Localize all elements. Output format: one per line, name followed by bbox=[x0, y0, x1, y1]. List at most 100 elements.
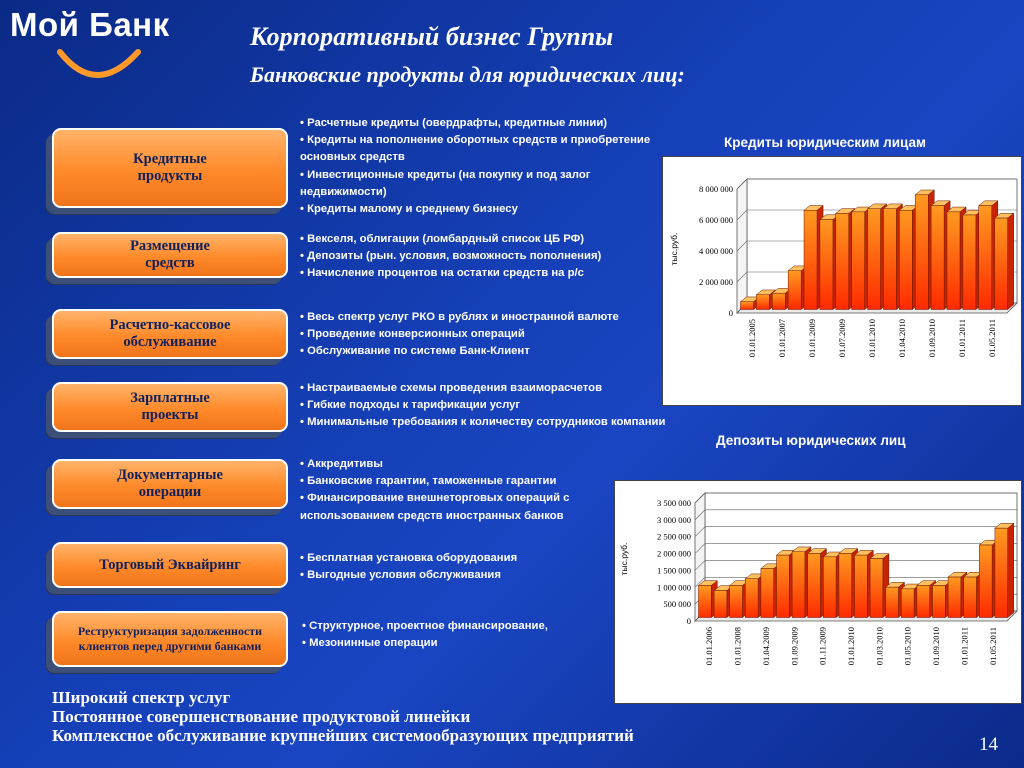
x-tick-label: 01.09.2010 bbox=[927, 319, 937, 357]
product-label: Реструктуризация задолженности клиентов … bbox=[77, 624, 263, 653]
bar-front bbox=[978, 205, 993, 310]
bar-front bbox=[823, 556, 837, 618]
chart-title-credits: Кредиты юридическим лицам bbox=[724, 135, 926, 150]
bar-front bbox=[869, 558, 884, 618]
product-label: Кредитные продукты bbox=[133, 151, 207, 184]
bullet-item: • Проведение конверсионных операций bbox=[300, 328, 525, 341]
bar-front bbox=[838, 553, 852, 618]
credit-bullets: • Расчетные кредиты (овердрафты, кредитн… bbox=[300, 115, 700, 218]
page-title: Корпоративный бизнес Группы bbox=[250, 22, 614, 51]
page-subtitle: Банковские продукты для юридических лиц: bbox=[250, 62, 685, 87]
y-tick-label: 8 000 000 bbox=[699, 184, 733, 194]
footer-line: Широкий спектр услуг bbox=[52, 688, 231, 707]
x-tick-label: 01.01.2010 bbox=[867, 319, 877, 357]
y-tick-label: 2 000 000 bbox=[699, 277, 733, 287]
y-tick-label: 0 bbox=[687, 616, 691, 626]
product-label: Расчетно-кассовое обслуживание bbox=[109, 317, 231, 350]
gridline bbox=[736, 178, 1017, 190]
x-tick-label: 01.01.2008 bbox=[733, 627, 743, 665]
bar-front bbox=[994, 217, 1008, 310]
x-tick-label: 01.07.2009 bbox=[837, 319, 847, 357]
page-number: 14 bbox=[979, 734, 998, 755]
bar bbox=[728, 580, 750, 619]
bullet-item: • Депозиты (рын. условия, возможность по… bbox=[300, 250, 602, 263]
gridline bbox=[694, 492, 1017, 504]
salary-bullets: • Настраиваемые схемы проведения взаимор… bbox=[300, 380, 700, 432]
smile-arc-icon bbox=[57, 49, 141, 78]
x-tick-label: 01.01.2010 bbox=[846, 627, 856, 665]
bullet-item: • Структурное, проектное финансирование, bbox=[302, 620, 548, 632]
bullet-item: • Гибкие подходы к тарификации услуг bbox=[300, 399, 521, 412]
bar-front bbox=[901, 588, 915, 618]
bullet-item: • Аккредитивы bbox=[300, 458, 383, 470]
bullet-item: • Настраиваемые схемы проведения взаимор… bbox=[300, 382, 603, 394]
y-tick-label: 3 000 000 bbox=[657, 515, 691, 525]
bullet-item: • Расчетные кредиты (овердрафты, кредитн… bbox=[300, 117, 608, 129]
bullet-item: • Выгодные условия обслуживания bbox=[300, 569, 501, 582]
gridline bbox=[694, 560, 1017, 571]
product-restructuring-button[interactable]: Реструктуризация задолженности клиентов … bbox=[52, 611, 288, 667]
bar-front bbox=[994, 527, 1008, 618]
rko-bullets: • Весь спектр услуг РКО в рублях и иност… bbox=[300, 309, 660, 361]
y-tick-label: 3 500 000 bbox=[657, 498, 691, 508]
bar-front bbox=[979, 544, 993, 618]
bullet-item: • Кредиты малому и среднему бизнесу bbox=[300, 203, 518, 216]
x-tick-label: 01.04.2009 bbox=[761, 627, 771, 665]
x-tick-label: 01.05.2011 bbox=[987, 319, 997, 357]
restructuring-bullets: • Структурное, проектное финансирование,… bbox=[302, 618, 702, 652]
bar bbox=[993, 212, 1015, 311]
bullet-item: • Мезонинные операции bbox=[302, 637, 438, 650]
y-tick-label: 500 000 bbox=[663, 599, 691, 609]
bar-front bbox=[854, 554, 868, 618]
bar-front bbox=[776, 554, 790, 618]
product-salary-button[interactable]: Зарплатные проекты bbox=[52, 382, 288, 432]
bar-side bbox=[1007, 522, 1014, 619]
bar-front bbox=[883, 208, 897, 310]
bullet-item: • Обслуживание по системе Банк-Клиент bbox=[300, 345, 530, 358]
y-tick-label: 2 500 000 bbox=[657, 532, 691, 542]
bar-front bbox=[819, 219, 834, 310]
product-acquiring-button[interactable]: Торговый Эквайринг bbox=[52, 542, 288, 588]
x-tick-label: 01.09.2009 bbox=[789, 627, 799, 665]
chart-deposits-svg: 0 500 000 1 000 000 1 500 000 2 000 000 2 500… bbox=[619, 492, 1018, 665]
bullet-item: • Банковские гарантии, таможенные гарант… bbox=[300, 475, 557, 488]
bar-front bbox=[947, 576, 962, 618]
product-placement-button[interactable]: Размещение средств bbox=[52, 232, 288, 278]
bar-front bbox=[740, 301, 754, 310]
bar-front bbox=[756, 294, 770, 310]
product-label: Торговый Эквайринг bbox=[99, 556, 241, 573]
bar-front bbox=[963, 576, 977, 618]
bullet-item: • Весь спектр услуг РКО в рублях и иност… bbox=[300, 311, 619, 323]
bar-front bbox=[916, 585, 930, 618]
product-rko-button[interactable]: Расчетно-кассовое обслуживание bbox=[52, 309, 288, 359]
x-tick-label: 01.09.2010 bbox=[931, 627, 941, 665]
y-tick-label: 6 000 000 bbox=[699, 215, 733, 225]
bar-front bbox=[899, 210, 913, 310]
bar-front bbox=[867, 208, 881, 310]
x-tick-label: 01.01.2011 bbox=[957, 319, 967, 357]
chart-title-deposits: Депозиты юридических лиц bbox=[716, 433, 906, 448]
bar-front bbox=[914, 194, 929, 310]
bar-front bbox=[772, 292, 786, 310]
bar-front bbox=[791, 551, 806, 618]
bullet-item: • Кредиты на пополнение оборотных средст… bbox=[300, 134, 651, 164]
bank-logo: Мой Банк bbox=[8, 4, 198, 94]
x-tick-label: 01.05.2010 bbox=[903, 627, 913, 665]
product-credit-button[interactable]: Кредитные продукты bbox=[52, 128, 288, 208]
y-tick-label: 4 000 000 bbox=[699, 246, 733, 256]
y-tick-label: 2 000 000 bbox=[657, 549, 691, 559]
bar bbox=[994, 522, 1015, 619]
bar-front bbox=[807, 553, 821, 618]
product-documentary-button[interactable]: Документарные операции bbox=[52, 459, 288, 509]
bullet-item: • Инвестиционные кредиты (на покупку и п… bbox=[300, 168, 591, 198]
bar-front bbox=[803, 210, 818, 310]
bar-front bbox=[930, 205, 945, 310]
x-tick-label: 01.05.2011 bbox=[988, 627, 998, 665]
chart-deposits: 0 500 000 1 000 000 1 500 000 2 000 000 2 500… bbox=[614, 480, 1022, 704]
gridline bbox=[694, 526, 1017, 537]
bar-front bbox=[713, 590, 728, 618]
x-tick-label: 01.04.2010 bbox=[897, 319, 907, 357]
chart-credits-svg: 0 2 000 000 4 000 000 6 000 000 8 000 000 тыс… bbox=[669, 178, 1018, 357]
logo-text: Мой Банк bbox=[10, 6, 170, 43]
bar-front bbox=[946, 211, 961, 310]
